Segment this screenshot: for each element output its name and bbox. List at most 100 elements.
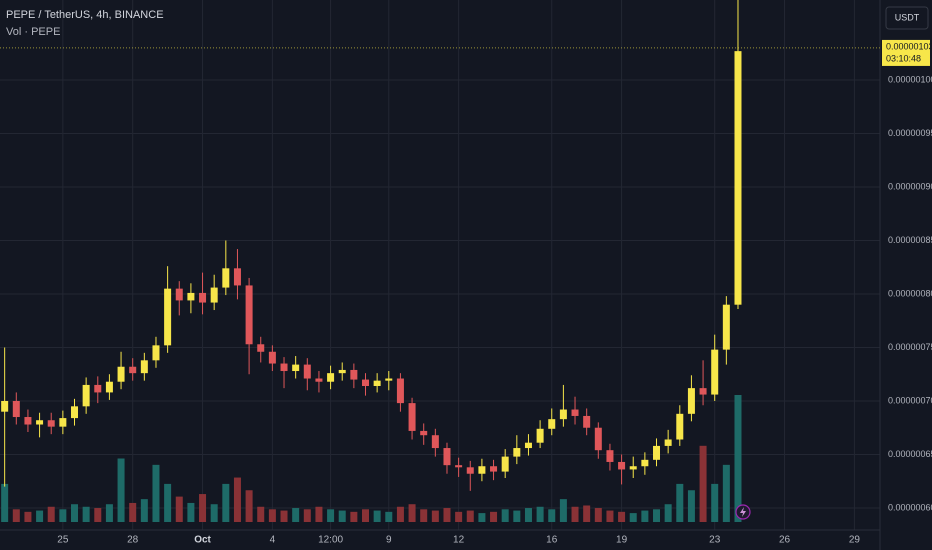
volume-bar [233, 477, 241, 522]
candle-body [501, 456, 509, 472]
x-tick-label: 23 [709, 535, 721, 546]
candle-body [629, 466, 637, 470]
y-tick-label: 0.00000070 [888, 395, 932, 405]
volume-bar [117, 458, 125, 522]
candle-body [24, 417, 32, 425]
candle-body [1, 400, 9, 412]
volume-bar [140, 499, 148, 522]
x-tick-label: 19 [616, 535, 628, 546]
volume-bar [443, 508, 451, 522]
volume-bar [501, 509, 509, 522]
candle-body [327, 373, 335, 382]
grid [0, 0, 880, 530]
candle-body [152, 345, 160, 361]
volume-bar [687, 490, 695, 522]
volume-bar [629, 513, 637, 522]
volume-layer [1, 395, 742, 522]
candle-body [583, 415, 591, 428]
candle-body [664, 439, 672, 446]
volume-bar [618, 511, 626, 522]
volume-bar [362, 509, 370, 522]
volume-bar [408, 504, 416, 522]
candle-body [455, 465, 463, 468]
volume-bar [513, 510, 521, 522]
x-tick-label: 26 [779, 535, 791, 546]
candle-body [559, 409, 567, 420]
candle-body [199, 292, 207, 303]
volume-bar [82, 506, 90, 522]
volume-bar [722, 464, 730, 522]
candle-body [210, 287, 218, 303]
y-tick-label: 0.00000075 [888, 342, 932, 352]
candle-body [187, 292, 195, 301]
candle-body [233, 268, 241, 286]
candle-body [711, 349, 719, 395]
volume-bar [711, 483, 719, 522]
volume-bar [396, 506, 404, 522]
x-tick-label: 29 [849, 535, 861, 546]
y-tick-label: 0.00000095 [888, 128, 932, 138]
candle-body [641, 459, 649, 467]
candle-body [594, 427, 602, 451]
candle-body [59, 418, 67, 427]
volume-bar [303, 509, 311, 522]
currency-label[interactable]: USDT [895, 12, 920, 22]
volume-bar [350, 511, 358, 522]
volume-bar [24, 511, 32, 522]
volume-bar [327, 509, 335, 522]
volume-bar [641, 510, 649, 522]
x-tick-label: 9 [386, 535, 392, 546]
volume-bar [280, 510, 288, 522]
candle-body [524, 442, 532, 449]
volume-bar [245, 490, 253, 522]
candle-body [292, 364, 300, 372]
y-tick-label: 0.00000085 [888, 235, 932, 245]
chart-title: PEPE / TetherUS, 4h, BINANCE [6, 9, 164, 21]
volume-bar [559, 499, 567, 522]
volume-bar [129, 502, 137, 522]
volume-bar [385, 511, 393, 522]
candle-body [373, 380, 381, 386]
y-tick-label: 0.00000100 [888, 74, 932, 84]
candle-body [117, 366, 125, 382]
chart-subtitle: Vol · PEPE [6, 26, 60, 38]
volume-bar [59, 509, 67, 522]
y-tick-label: 0.00000065 [888, 449, 932, 459]
candle-body [466, 467, 474, 474]
volume-bar [12, 509, 20, 522]
x-tick-label: 12 [453, 535, 465, 546]
last-price-label: 0.00000103 [886, 41, 932, 51]
candle-body [571, 409, 579, 416]
volume-bar [268, 509, 276, 522]
candle-body [687, 388, 695, 414]
volume-bar [1, 483, 9, 522]
volume-bar [338, 510, 346, 522]
volume-bar [466, 510, 474, 522]
volume-bar [36, 510, 44, 522]
volume-bar [105, 504, 113, 522]
volume-bar [524, 508, 532, 522]
volume-bar [315, 506, 323, 522]
candle-body [70, 406, 78, 419]
x-tick-label: 25 [57, 535, 69, 546]
candle-body [257, 344, 265, 352]
volume-bar [420, 509, 428, 522]
currency-button[interactable] [885, 6, 929, 30]
volume-bar [210, 504, 218, 522]
x-tick-label: 28 [127, 535, 139, 546]
candle-body [606, 450, 614, 462]
candle-body [315, 378, 323, 382]
x-tick-label: Oct [194, 535, 211, 546]
candle-body [280, 363, 288, 372]
candle-body [164, 288, 172, 346]
volume-bar [606, 510, 614, 522]
candle-body [385, 378, 393, 381]
candle-body [105, 381, 113, 393]
volume-bar [548, 509, 556, 522]
volume-bar [536, 506, 544, 522]
volume-bar [653, 509, 661, 522]
candle-body [536, 428, 544, 443]
volume-bar [664, 504, 672, 522]
candle-body [443, 448, 451, 466]
